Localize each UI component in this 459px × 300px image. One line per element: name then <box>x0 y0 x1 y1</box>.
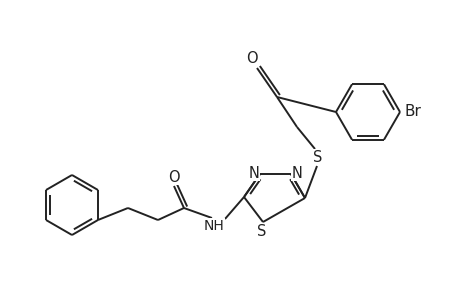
Text: S: S <box>257 224 266 239</box>
Text: NH: NH <box>203 219 224 233</box>
Text: S: S <box>313 149 322 164</box>
Text: O: O <box>246 50 257 65</box>
Text: N: N <box>248 166 259 181</box>
Text: Br: Br <box>404 104 421 119</box>
Text: O: O <box>168 169 179 184</box>
Text: N: N <box>291 166 302 181</box>
